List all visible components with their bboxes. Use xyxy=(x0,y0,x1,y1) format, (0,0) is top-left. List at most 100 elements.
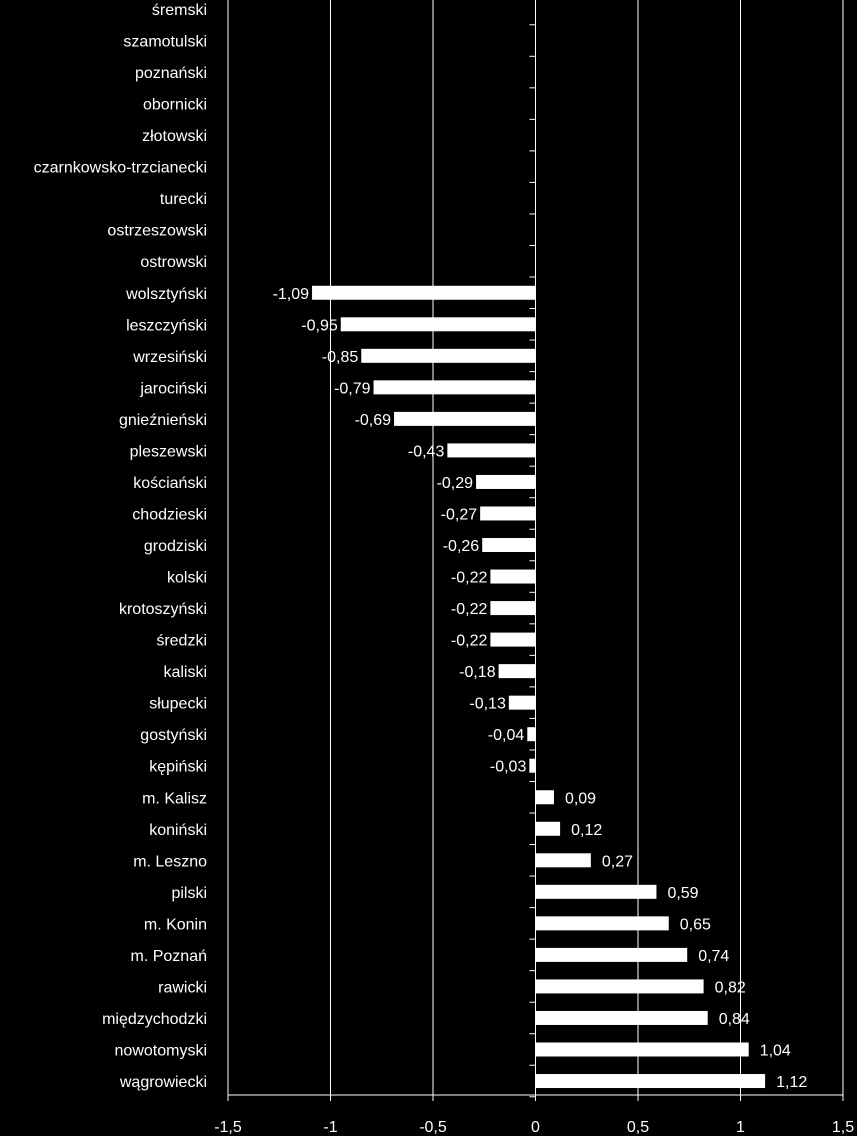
bars xyxy=(312,285,766,1089)
category-label: czarnkowsko-trzcianecki xyxy=(34,160,207,177)
category-label: m. Poznań xyxy=(131,948,207,965)
category-label: m. Konin xyxy=(144,916,207,933)
category-label: leszczyński xyxy=(126,317,207,334)
value-label: 0,27 xyxy=(602,853,633,870)
category-label: gostyński xyxy=(140,727,207,744)
category-label: chodzieski xyxy=(132,506,207,523)
x-tick-label: 0 xyxy=(531,1119,540,1136)
bar xyxy=(480,506,536,521)
bar xyxy=(340,317,536,332)
category-label: międzychodzki xyxy=(102,1011,207,1028)
category-label: m. Leszno xyxy=(133,853,207,870)
value-label: 0,59 xyxy=(667,885,698,902)
value-labels: -1,09 -0,95 -0,85 -0,79 -0,69 -0,43 -0,29 -0,27… xyxy=(273,286,808,1091)
bar xyxy=(535,821,561,836)
category-label: kaliski xyxy=(163,664,207,681)
value-label: -0,13 xyxy=(469,696,506,713)
category-label: pleszewski xyxy=(130,443,207,460)
x-tick-label: -1,5 xyxy=(214,1119,242,1136)
value-label: 0,84 xyxy=(719,1011,750,1028)
value-label: 0,74 xyxy=(698,948,729,965)
category-label: gnieźnieński xyxy=(119,412,207,429)
bar xyxy=(490,569,536,584)
value-label: 0,65 xyxy=(680,916,711,933)
category-label: ostrowski xyxy=(140,254,207,271)
category-label: średzki xyxy=(156,633,207,650)
category-label: poznański xyxy=(135,65,207,82)
category-label: turecki xyxy=(160,191,207,208)
bar xyxy=(535,916,669,931)
bar xyxy=(527,727,536,742)
x-axis: -1,5 -1 -0,5 0 0,5 1 1,5 xyxy=(214,1094,854,1136)
x-tick-label: 1,5 xyxy=(832,1119,854,1136)
category-label: krotoszyński xyxy=(119,601,207,618)
value-label: -0,85 xyxy=(322,349,359,366)
bar xyxy=(535,884,657,899)
bar xyxy=(535,1074,766,1089)
category-label: jarociński xyxy=(139,380,207,397)
value-label: 0,09 xyxy=(565,790,596,807)
bar xyxy=(535,790,554,805)
value-label: -0,79 xyxy=(334,380,371,397)
value-label: -0,43 xyxy=(408,443,445,460)
value-label: -0,03 xyxy=(490,759,527,776)
bar xyxy=(535,979,704,994)
bar xyxy=(535,947,688,962)
value-label: -1,09 xyxy=(273,286,310,303)
category-label: grodziski xyxy=(144,538,207,555)
bar xyxy=(508,695,536,710)
x-tick-label: 1 xyxy=(736,1119,745,1136)
bar xyxy=(447,443,536,458)
x-tick-label: -0,5 xyxy=(419,1119,447,1136)
bar xyxy=(529,758,536,773)
value-label: -0,04 xyxy=(488,727,525,744)
value-label: 0,82 xyxy=(715,979,746,996)
bar xyxy=(361,348,536,363)
value-label: -0,22 xyxy=(451,570,488,587)
category-label: koniński xyxy=(149,822,207,839)
category-label: kościański xyxy=(133,475,207,492)
bar xyxy=(482,538,536,553)
value-label: -0,69 xyxy=(355,412,392,429)
category-label: nowotomyski xyxy=(115,1042,207,1059)
value-label: 1,04 xyxy=(760,1042,791,1059)
bar xyxy=(476,474,536,489)
category-labels: śremski szamotulski poznański obornicki złot… xyxy=(34,2,207,1091)
bar xyxy=(490,601,536,616)
bar xyxy=(373,380,536,395)
bar xyxy=(498,664,536,679)
category-label: wolsztyński xyxy=(125,286,207,303)
category-label: wągrowiecki xyxy=(119,1074,207,1091)
value-label: -0,29 xyxy=(437,475,474,492)
category-label: obornicki xyxy=(143,97,207,114)
value-label: -0,18 xyxy=(459,664,496,681)
bar xyxy=(535,853,591,868)
category-label: kępiński xyxy=(149,759,207,776)
category-label: kolski xyxy=(167,570,207,587)
grid-lines xyxy=(227,0,844,1095)
category-label: m. Kalisz xyxy=(142,790,207,807)
category-label: słupecki xyxy=(149,696,207,713)
x-tick-label: -1 xyxy=(323,1119,337,1136)
value-label: 1,12 xyxy=(776,1074,807,1091)
category-label: ostrzeszowski xyxy=(107,223,207,240)
category-label: śremski xyxy=(152,2,207,19)
category-label: pilski xyxy=(171,885,207,902)
value-label: 0,12 xyxy=(571,822,602,839)
bar xyxy=(394,411,536,426)
value-label: -0,22 xyxy=(451,633,488,650)
bar xyxy=(490,632,536,647)
bar xyxy=(312,285,536,300)
category-label: rawicki xyxy=(158,979,207,996)
x-tick-label: 0,5 xyxy=(627,1119,649,1136)
value-label: -0,27 xyxy=(441,506,478,523)
value-label: -0,95 xyxy=(301,317,338,334)
value-label: -0,22 xyxy=(451,601,488,618)
bar xyxy=(535,1042,749,1057)
category-label: złotowski xyxy=(142,128,207,145)
category-label: wrzesiński xyxy=(132,349,207,366)
category-label: szamotulski xyxy=(123,34,207,51)
bar xyxy=(535,1010,708,1025)
value-label: -0,26 xyxy=(443,538,480,555)
